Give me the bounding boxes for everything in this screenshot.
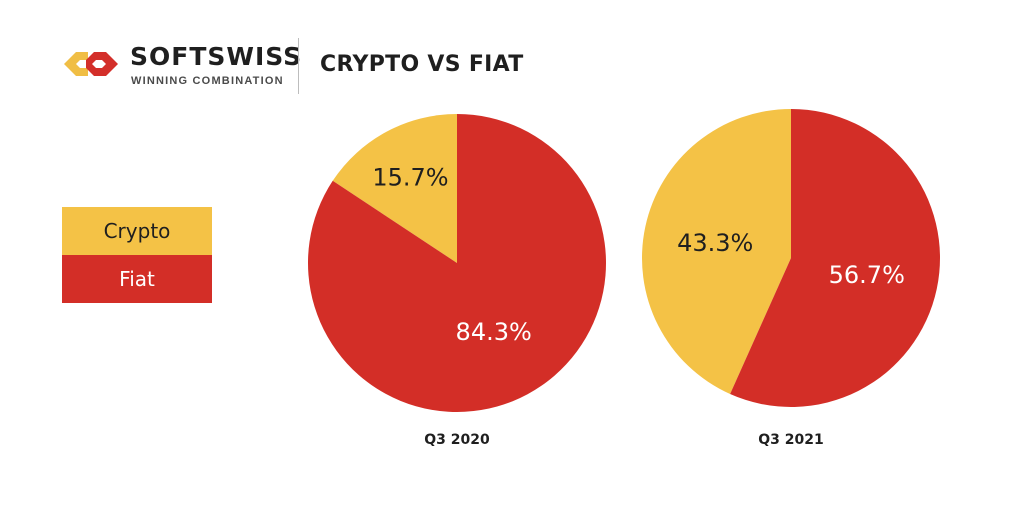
brand-name: SOFTSWISS — [130, 42, 303, 71]
pie-chart-q3-2020: 15.7% 84.3% Q3 2020 — [308, 114, 607, 448]
data-label-crypto: 43.3% — [677, 229, 753, 257]
pie-slice-fiat — [730, 109, 940, 407]
pie-caption: Q3 2021 — [758, 432, 823, 448]
softswiss-logo-icon — [64, 52, 118, 76]
pie-slice-crypto — [332, 114, 457, 263]
data-label-crypto: 15.7% — [372, 163, 448, 191]
logo-left-shape — [64, 52, 88, 76]
page-title: CRYPTO VS FIAT — [320, 52, 524, 77]
data-label-fiat: 56.7% — [829, 261, 905, 289]
pie-caption: Q3 2020 — [424, 432, 490, 448]
pie-slice-crypto — [641, 108, 791, 394]
legend-crypto: Crypto — [62, 207, 212, 255]
pie-slice-fiat — [308, 114, 607, 412]
legend: Crypto Fiat — [62, 207, 212, 303]
data-label-fiat: 84.3% — [456, 318, 532, 346]
header: SOFTSWISS WINNING COMBINATION CRYPTO VS … — [60, 38, 620, 94]
pie-chart-q3-2021: 43.3% 56.7% Q3 2021 — [641, 108, 940, 448]
header-divider — [298, 38, 299, 94]
brand-tagline: WINNING COMBINATION — [131, 75, 284, 87]
legend-fiat: Fiat — [62, 255, 212, 303]
logo-right-shape — [86, 52, 118, 76]
